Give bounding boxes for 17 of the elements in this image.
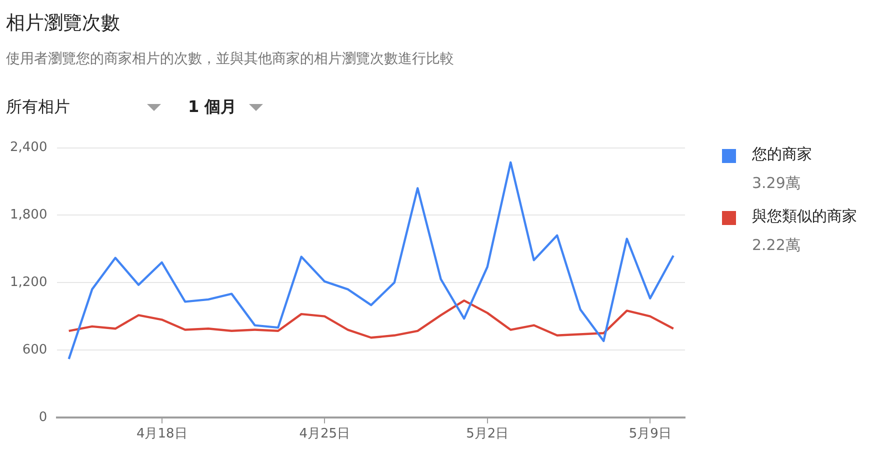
y-tick-label: 1,800 <box>10 208 48 223</box>
y-tick-label: 2,400 <box>10 140 48 156</box>
text: 所有相片 <box>6 97 70 118</box>
y-tick-label: 600 <box>22 342 48 358</box>
x-tick-label: 5月9日 <box>628 426 672 442</box>
x-tick-label: 4月25日 <box>299 426 350 442</box>
text: 2.22萬 <box>752 236 802 255</box>
text: 3.29萬 <box>752 174 802 193</box>
legend-label: 與您類似的商家 <box>752 207 857 226</box>
x-tick-label: 5月2日 <box>466 426 509 442</box>
legend-label: 您的商家 <box>752 145 813 164</box>
y-tick-label: 1,200 <box>10 274 48 290</box>
text: 1 個月 <box>188 97 237 118</box>
y-tick-label: 0 <box>38 410 48 425</box>
chart-title: 相片瀏覽次數 <box>6 11 120 36</box>
x-tick-label: 4月18日 <box>136 426 188 442</box>
chart-subtitle: 使用者瀏覽您的商家相片的次數，並與其他商家的相片瀏覽次數進行比較 <box>6 50 454 68</box>
